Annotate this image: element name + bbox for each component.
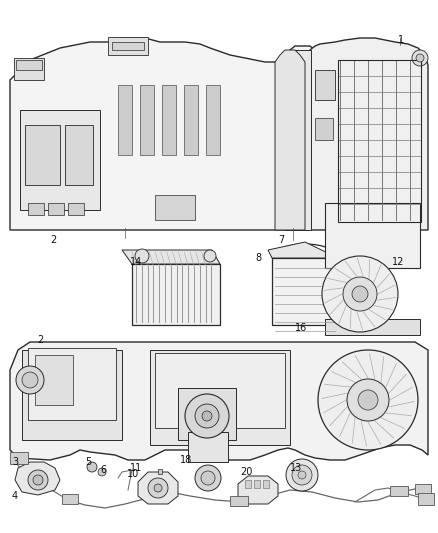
Bar (28, 348, 116, 420)
Bar (62, 494, 78, 504)
Bar (25, 125, 60, 185)
Bar (245, 480, 251, 488)
Text: 11: 11 (130, 463, 142, 473)
Polygon shape (10, 342, 428, 460)
Bar (140, 85, 154, 155)
Circle shape (185, 394, 229, 438)
Text: 4: 4 (12, 491, 18, 501)
Circle shape (318, 350, 418, 450)
Text: 20: 20 (240, 467, 252, 477)
Polygon shape (138, 472, 178, 504)
Circle shape (292, 465, 312, 485)
Circle shape (343, 277, 377, 311)
Circle shape (154, 484, 162, 492)
Text: 2: 2 (37, 335, 43, 345)
Bar (150, 350, 290, 445)
Text: 7: 7 (278, 235, 284, 245)
Circle shape (87, 462, 97, 472)
Bar (184, 85, 198, 155)
Polygon shape (272, 258, 338, 325)
Polygon shape (308, 38, 428, 230)
Polygon shape (122, 250, 220, 264)
Circle shape (298, 471, 306, 479)
Text: 13: 13 (290, 463, 302, 473)
Polygon shape (275, 50, 305, 230)
Bar (155, 353, 285, 428)
Bar (415, 484, 431, 494)
Circle shape (33, 475, 43, 485)
Bar (155, 195, 195, 220)
Polygon shape (15, 462, 60, 495)
Circle shape (98, 468, 106, 476)
Text: 18: 18 (180, 455, 192, 465)
Bar (206, 85, 220, 155)
Bar (325, 203, 420, 268)
Bar (28, 203, 44, 215)
Text: 12: 12 (392, 257, 404, 267)
Circle shape (148, 478, 168, 498)
Bar (118, 85, 132, 155)
Circle shape (416, 54, 424, 62)
Circle shape (286, 459, 318, 491)
Polygon shape (238, 476, 278, 504)
Circle shape (16, 366, 44, 394)
Circle shape (135, 249, 149, 263)
Circle shape (322, 256, 398, 332)
Bar (22, 350, 122, 440)
Bar (188, 432, 228, 462)
Bar (112, 42, 144, 50)
Circle shape (352, 286, 368, 302)
Bar (10, 452, 28, 464)
Bar (178, 388, 236, 440)
Bar (263, 480, 269, 488)
Text: 2: 2 (50, 235, 56, 245)
Bar (338, 60, 421, 222)
Bar (14, 58, 44, 80)
Circle shape (195, 404, 219, 428)
Polygon shape (268, 242, 338, 258)
Bar (285, 50, 311, 230)
Polygon shape (132, 264, 220, 325)
Bar (254, 480, 260, 488)
Bar (325, 319, 420, 335)
Text: 5: 5 (85, 457, 91, 467)
Text: 6: 6 (100, 465, 106, 475)
Bar (68, 203, 84, 215)
Circle shape (195, 465, 221, 491)
Bar (390, 486, 408, 496)
Bar (315, 118, 333, 140)
Bar (162, 85, 176, 155)
Bar (35, 355, 73, 405)
Circle shape (22, 372, 38, 388)
Circle shape (412, 50, 428, 66)
Bar (20, 110, 100, 210)
Circle shape (202, 411, 212, 421)
Text: 8: 8 (255, 253, 261, 263)
Bar (315, 70, 335, 100)
Circle shape (358, 390, 378, 410)
Text: 3: 3 (12, 457, 18, 467)
Bar (16, 60, 42, 70)
Circle shape (204, 250, 216, 262)
Text: 1: 1 (398, 35, 404, 45)
Polygon shape (10, 38, 315, 230)
Bar (158, 469, 162, 474)
Text: 10: 10 (127, 469, 139, 479)
Circle shape (28, 470, 48, 490)
Bar (108, 37, 148, 55)
Bar (65, 125, 93, 185)
Circle shape (201, 471, 215, 485)
Bar (48, 203, 64, 215)
Bar (230, 496, 248, 506)
Bar (418, 493, 434, 505)
Circle shape (347, 379, 389, 421)
Text: 16: 16 (295, 323, 307, 333)
Text: 14: 14 (130, 257, 142, 267)
